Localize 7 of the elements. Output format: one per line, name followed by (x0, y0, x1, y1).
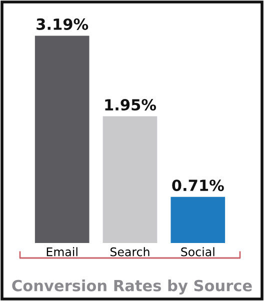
text: Conversion Rates by Source (12, 280, 252, 294)
x-tick-label: Email (46, 247, 78, 256)
x-tick-label: Search (110, 247, 150, 256)
data-label: 3.19% (36, 18, 88, 30)
x-tick-label: Social (181, 247, 214, 256)
data-label: 1.95% (105, 99, 156, 111)
data-label: 0.71% (172, 180, 224, 192)
